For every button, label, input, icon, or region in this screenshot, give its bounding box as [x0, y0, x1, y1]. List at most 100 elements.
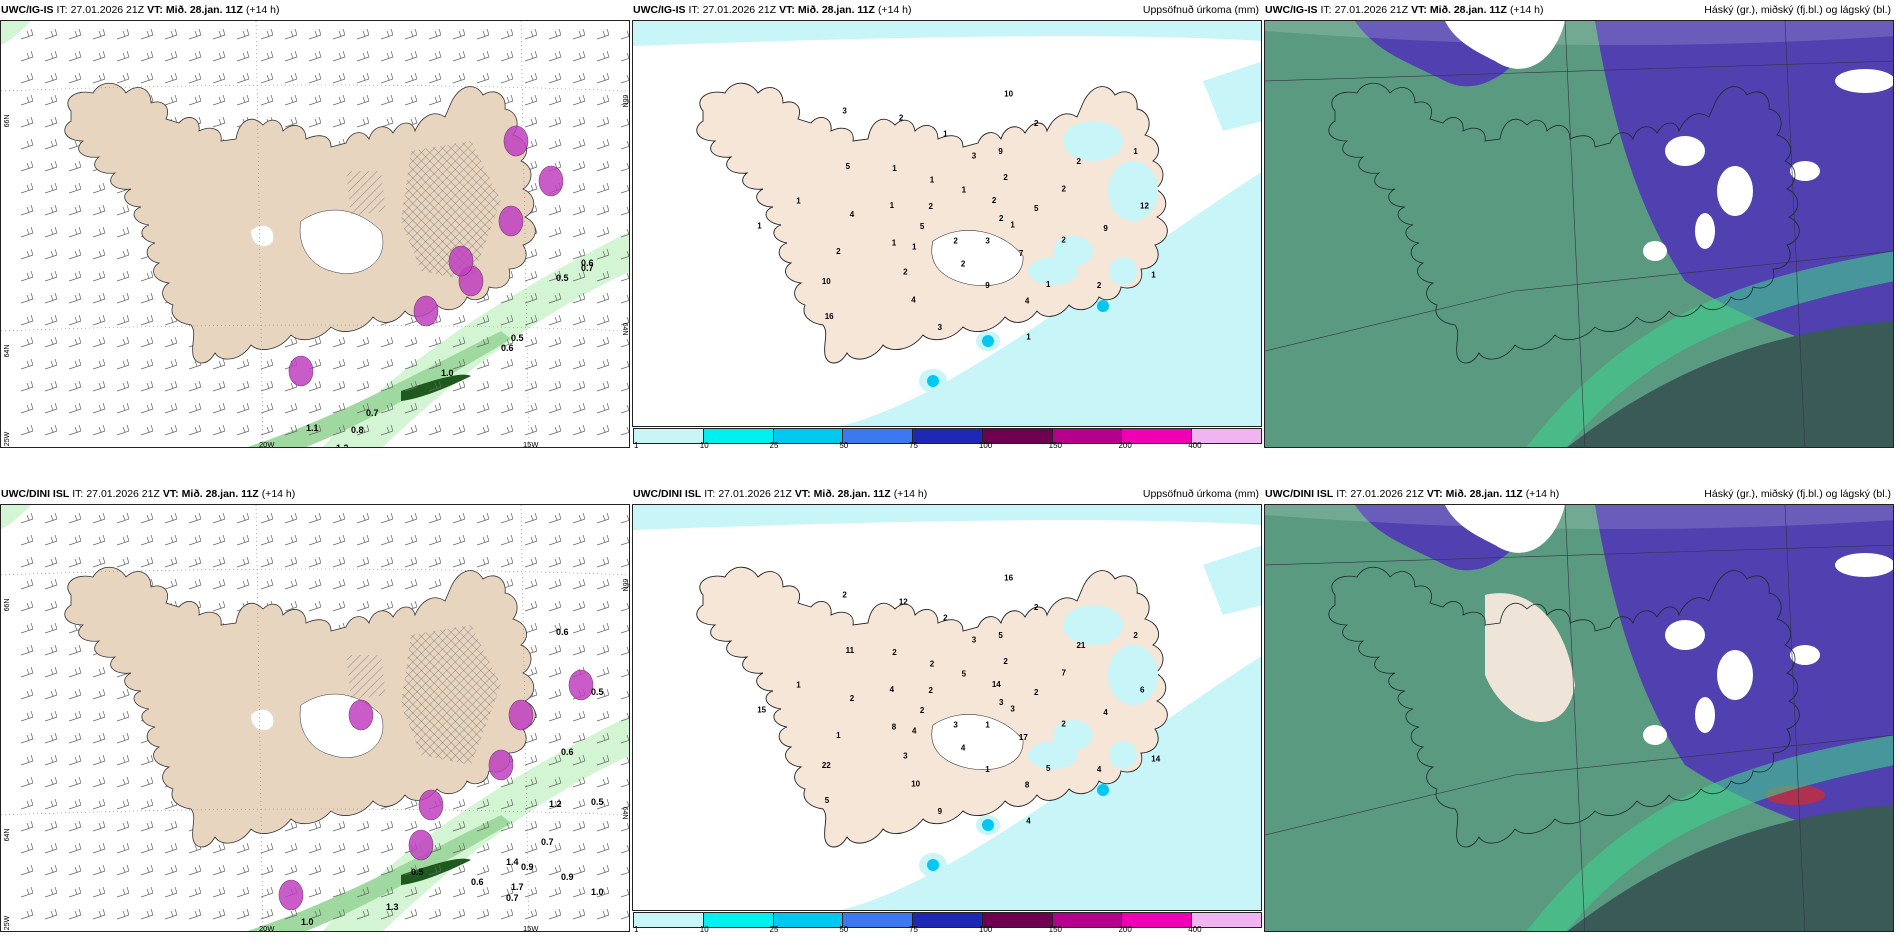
precip-value-label: 1 — [985, 721, 990, 730]
precip-value-label: 6 — [1140, 685, 1145, 694]
model-name: UWC/DINI ISL — [1, 488, 70, 500]
valid-time-value: Mið. 28.jan. 11Z — [797, 4, 875, 16]
lon-label: 20W — [259, 440, 275, 448]
precip-value-label: 2 — [1034, 688, 1039, 697]
init-time-label: IT: — [688, 4, 700, 16]
hatched-precip-area — [346, 655, 386, 700]
colorbar-tick-label: 200 — [1118, 925, 1132, 934]
iceland-landmass — [696, 566, 1168, 848]
map-view[interactable] — [1264, 20, 1894, 448]
precip-value-label: 2 — [1061, 235, 1066, 244]
precip-area-light — [633, 505, 1261, 530]
precip-value-label: 0.5 — [591, 687, 604, 697]
precip-value-label: 4 — [890, 685, 895, 694]
precip-value-label: 17 — [1019, 733, 1028, 742]
panel-header: UWC/IG-IS IT: 27.01.2026 21Z VT: Mið. 28.jan… — [632, 0, 1262, 20]
precip-cell — [488, 749, 514, 781]
precip-value-label: 0.7 — [366, 408, 379, 418]
precip-value-label: 3 — [953, 720, 958, 729]
precip-value-label: 2 — [892, 648, 897, 657]
precip-value-label: 5 — [846, 162, 851, 171]
precip-area-light — [1108, 161, 1158, 221]
init-time-label: IT: — [56, 4, 68, 16]
precip-value-label: 0.6 — [471, 877, 484, 887]
colorbar-swatch — [633, 912, 704, 928]
precip-value-label: 5 — [998, 631, 1003, 640]
colorbar-swatch — [772, 912, 844, 928]
colorbar-tick-label: 400 — [1188, 925, 1202, 934]
precip-value-label: 1 — [930, 176, 935, 185]
high-cloud-patch — [1835, 69, 1893, 93]
lat-label: 66N — [4, 115, 11, 128]
map-view[interactable]: 2 1 3 1 1 1 2 1 2 2 2 1 2 5 2 1 2 1 2 2 1 9 10 10 3 1 2 4 2 1 5 2 9 5 12 16… — [632, 20, 1262, 427]
lat-label: 64N — [4, 829, 11, 842]
precip-value-label: 3 — [938, 323, 943, 332]
precip-cell — [413, 295, 439, 327]
lat-label: 25W — [4, 915, 11, 930]
panel-accum-precip: UWC/DINI ISL IT: 27.01.2026 21Z VT: Mið. 28.… — [632, 484, 1262, 934]
colorbar-swatch — [1051, 428, 1123, 444]
precip-value-label: 2 — [836, 247, 841, 256]
precip-value-label: 12 — [1140, 201, 1149, 210]
precip-value-label: 0.5 — [511, 333, 524, 343]
precip-value-label: 0.6 — [581, 258, 594, 268]
iceland-landmass — [696, 82, 1168, 364]
precip-value-label: 0.7 — [581, 263, 594, 273]
precip-area-heavy — [982, 819, 994, 831]
iceland-coastline — [1328, 82, 1800, 364]
panel-clouds: UWC/IG-IS IT: 27.01.2026 21Z VT: Mið. 28.jan… — [1264, 0, 1894, 450]
map-view[interactable]: 0.6 0.5 0.6 0.5 1.2 0.7 0.9 1.0 0.6 0.5 1.4 0.9 1.7 0… — [0, 504, 630, 932]
precip-value-label: 1.3 — [386, 902, 399, 912]
model-name: UWC/DINI ISL — [1265, 488, 1334, 500]
precip-value-label: 3 — [985, 237, 990, 246]
field-title: Uppsöfnuð úrkoma (mm) — [1142, 4, 1259, 16]
colorbar-swatch — [1191, 912, 1262, 928]
colorbar-tick-label: 50 — [839, 441, 849, 450]
precip-value-label: 10 — [1004, 89, 1013, 98]
hatched-precip-area — [401, 625, 501, 765]
precip-area-light — [1109, 257, 1137, 285]
precip-value-label: 2 — [929, 686, 934, 695]
map-canvas: 0.60.50.60.51.20.70.91.00.60.51.4 0.91.70… — [1, 505, 629, 931]
map-view[interactable]: 3 4 3 5 1 2 3 2 2 1 2 4 2 2 3 2 4 15 14 4 2 4 22 16 1 4 7 10 12 14 2 2 1… — [632, 504, 1262, 911]
lat-lon-grid — [1, 505, 629, 931]
colorbar-tick-label: 75 — [909, 925, 919, 934]
precip-area-light — [1063, 121, 1123, 161]
precip-value-label: 1 — [962, 185, 967, 194]
precip-value-label: 12 — [899, 598, 908, 607]
precip-value-label: 22 — [822, 761, 831, 770]
precip-cell — [503, 125, 529, 157]
precip-value-label: 1 — [1133, 147, 1138, 156]
precip-value-label: 2 — [929, 202, 934, 211]
high-cloud-patch — [1835, 553, 1893, 577]
precip-area-light — [840, 656, 1261, 910]
glacier-patch — [931, 230, 1024, 286]
high-cloud-patch — [1717, 650, 1753, 700]
precip-value-label: 4 — [1026, 817, 1031, 826]
precip-cell — [498, 205, 524, 237]
valid-time-label: VT: — [779, 4, 795, 16]
high-cloud-patch — [1790, 645, 1820, 665]
precip-value-label: 3 — [999, 698, 1004, 707]
colorbar-tick-label: 100 — [978, 441, 993, 450]
precip-value-label: 3 — [842, 107, 847, 116]
precip-value-label: 1.2 — [336, 443, 349, 448]
low-cloud-dark — [1567, 805, 1893, 931]
precip-colorbar: 1 10 25 50 75 100 150 200 400 — [633, 428, 1262, 450]
precip-value-label: 0.7 — [506, 893, 519, 903]
precip-value-label: 16 — [1004, 573, 1013, 582]
valid-time-label: VT: — [794, 488, 811, 500]
colorbar-swatch — [981, 912, 1053, 928]
precip-value-label: 5 — [962, 669, 967, 678]
precip-value-label: 2 — [842, 591, 847, 600]
valid-time-value: Mið. 28.jan. 11Z — [1429, 4, 1507, 16]
precip-value-label: 0.7 — [541, 837, 554, 847]
precip-value-label: 2 — [899, 114, 904, 123]
map-view[interactable] — [1264, 504, 1894, 932]
init-time-value: 27.01.2026 21Z — [70, 4, 145, 16]
lead-time: (+14 h) — [1509, 4, 1544, 16]
precip-value-label: 1 — [836, 731, 841, 740]
init-time-value: 27.01.2026 21Z — [702, 4, 777, 16]
field-title: Háský (gr.), miðský (fj.bl.) og lágský (… — [1704, 4, 1891, 16]
map-view[interactable]: 0.5 0.7 0.6 0.5 0.6 1.0 0.7 0.8 1.2 1.1 66N 64N 25W 2… — [0, 20, 630, 448]
